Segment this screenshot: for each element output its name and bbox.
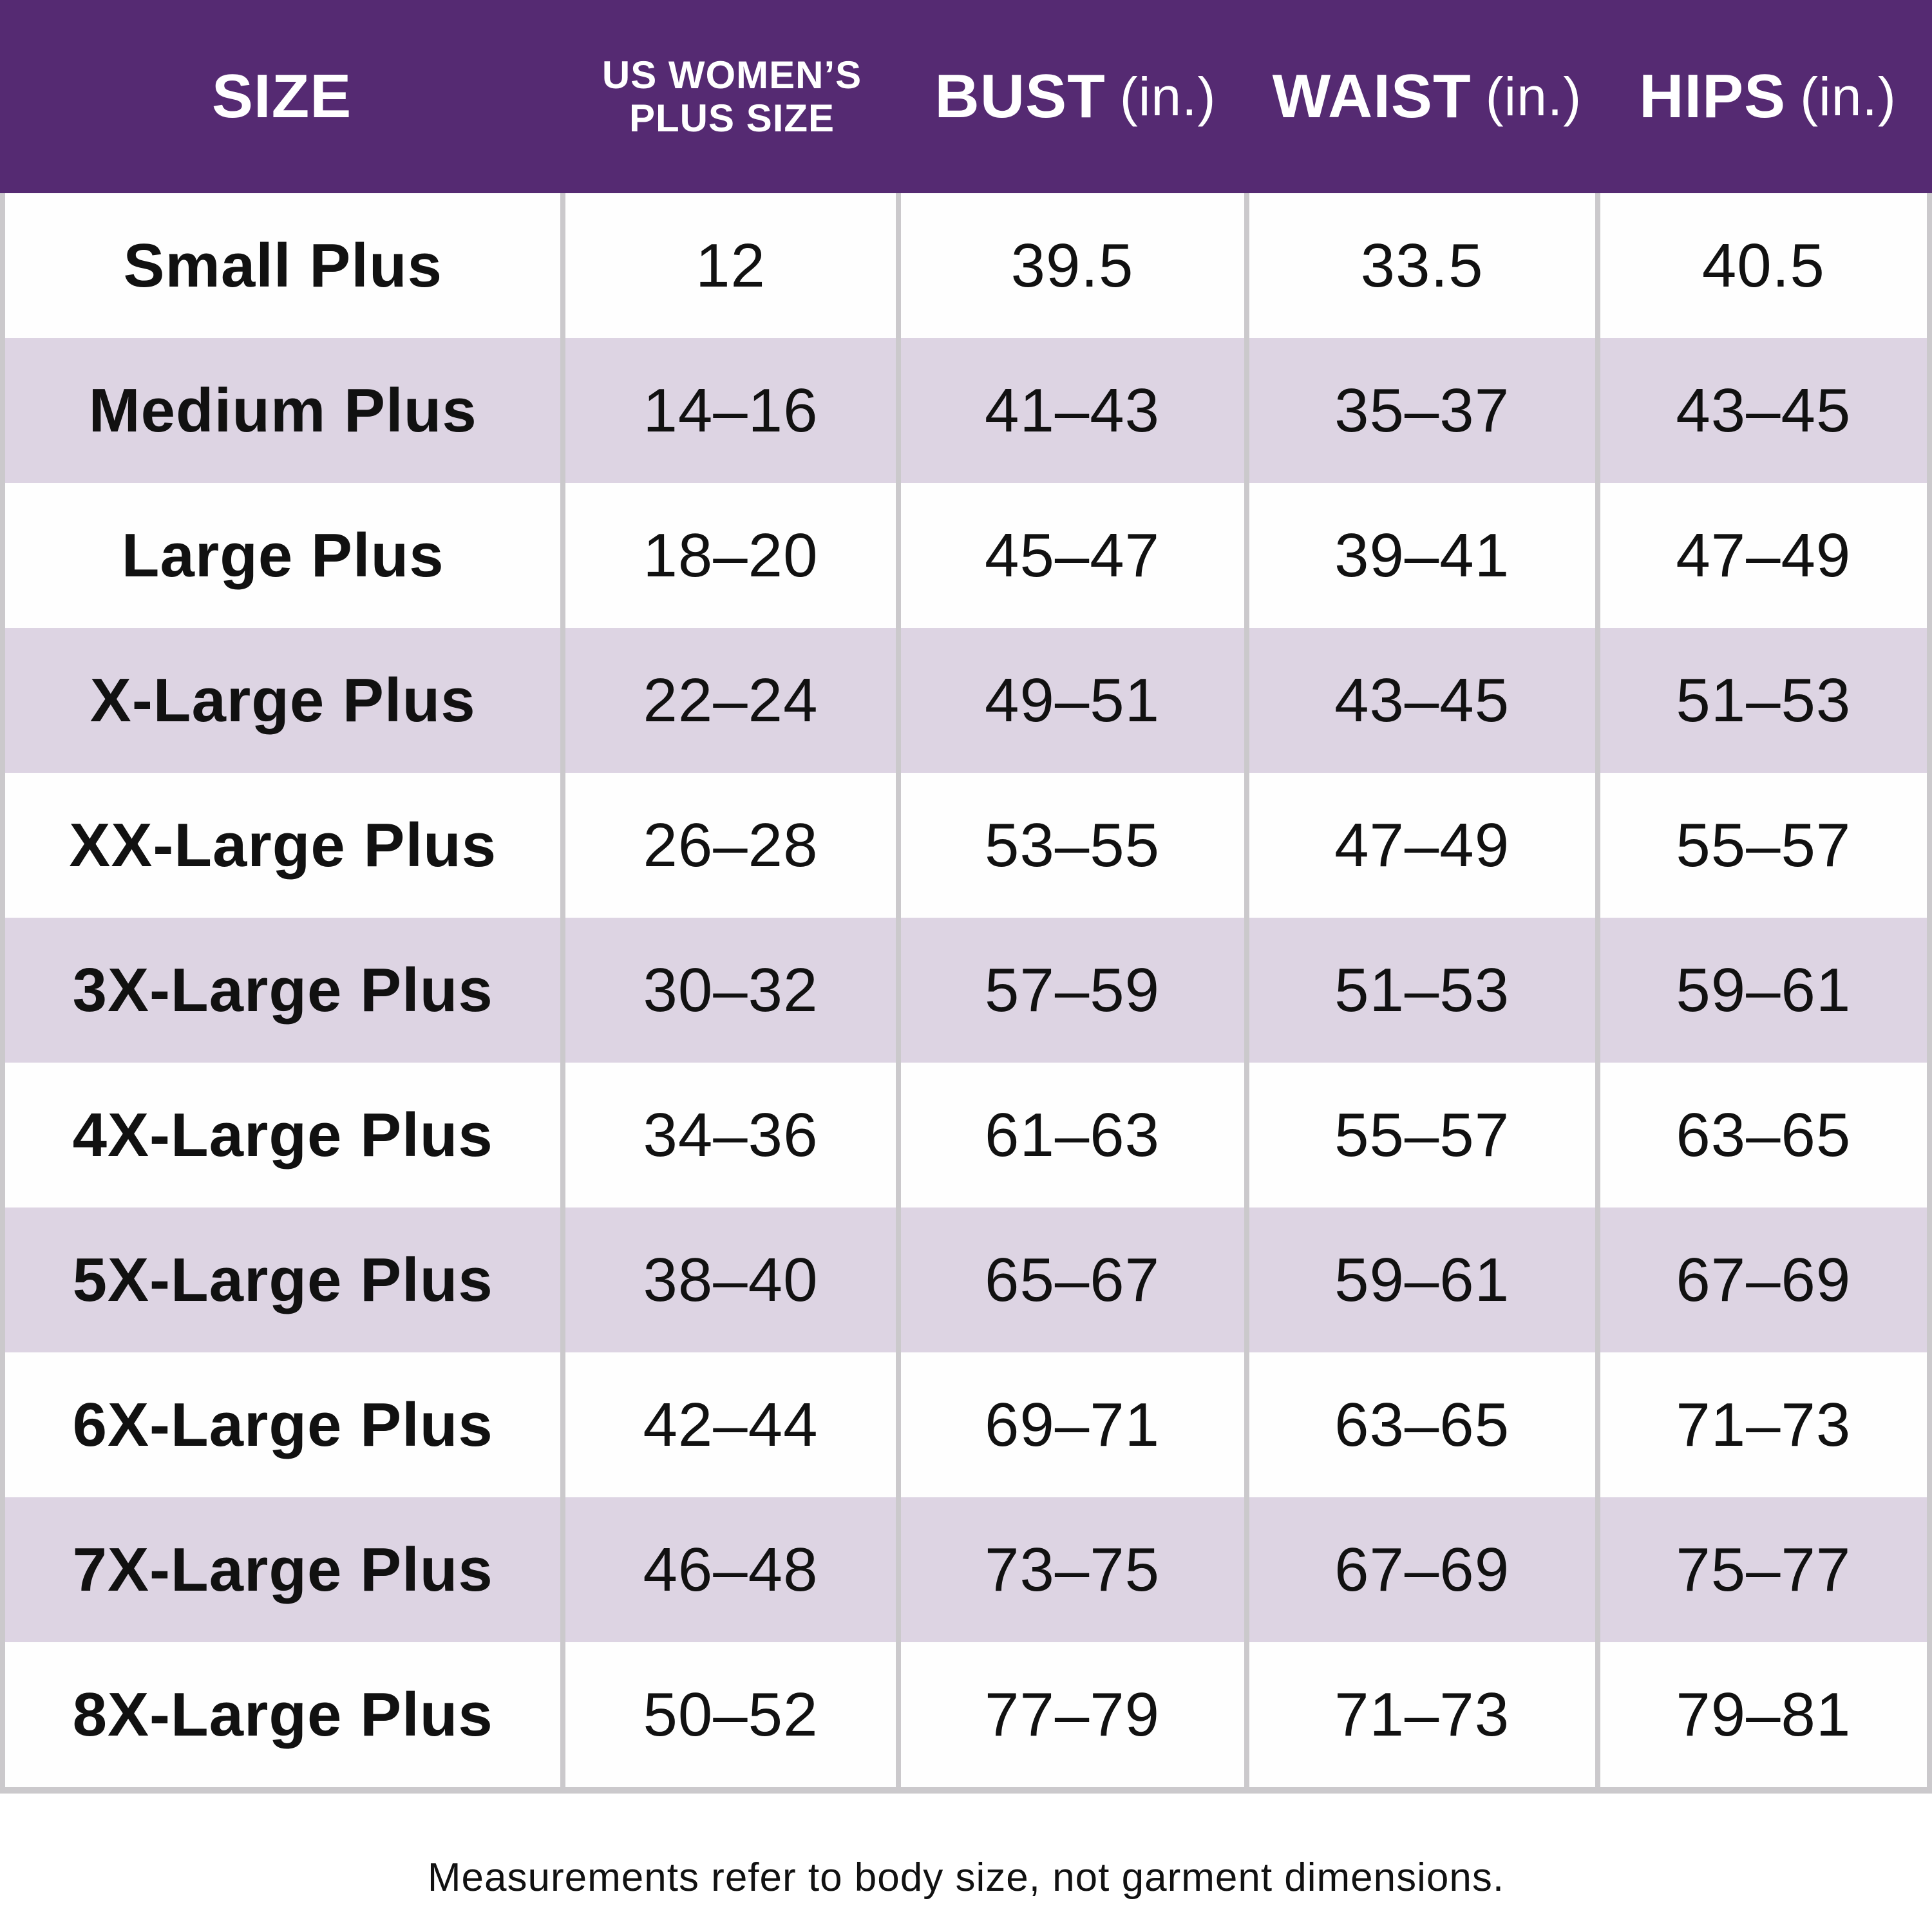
hips-cell: 40.5 [1701,231,1825,300]
header-hips-unit: (in.) [1800,66,1897,127]
size-cell: XX-Large Plus [5,773,566,918]
waist-cell: 63–65 [1249,1352,1600,1497]
table-row-5x-large-plus: 5X-Large Plus 38–40 65–67 59–61 67–69 [5,1208,1927,1352]
waist-cell: 59–61 [1249,1208,1600,1352]
header-size: SIZE [0,0,564,193]
size-cell: 3X-Large Plus [5,918,566,1063]
us-plus-size-cell: 26–28 [565,773,901,918]
us-plus-size-cell: 34–36 [565,1063,901,1208]
us-plus-size-cell: 38–40 [565,1208,901,1352]
waist-cell: 39–41 [1249,483,1600,628]
table-row-small-plus: Small Plus 12 39.5 33.5 40.5 [5,193,1927,338]
header-bust-label: BUST [934,61,1106,131]
hips-cell: 59–61 [1676,955,1852,1025]
us-plus-size-cell: 46–48 [565,1497,901,1642]
hips-cell: 79–81 [1676,1680,1852,1749]
hips-cell: 55–57 [1676,810,1852,880]
size-cell: 8X-Large Plus [5,1642,566,1787]
bust-cell: 65–67 [901,1208,1249,1352]
table-row-6x-large-plus: 6X-Large Plus 42–44 69–71 63–65 71–73 [5,1352,1927,1497]
header-us-plus-line1: US WOMEN’S [601,53,862,97]
hips-cell: 71–73 [1676,1390,1852,1459]
waist-cell: 35–37 [1249,338,1600,483]
header-hips-label: HIPS [1639,61,1786,131]
hips-cell: 47–49 [1676,520,1852,590]
hips-cell: 67–69 [1676,1245,1852,1314]
header-us-plus-line2: PLUS SIZE [629,97,835,140]
bust-cell: 73–75 [901,1497,1249,1642]
waist-cell: 43–45 [1249,628,1600,773]
size-cell: 7X-Large Plus [5,1497,566,1642]
bust-cell: 69–71 [901,1352,1249,1497]
us-plus-size-cell: 42–44 [565,1352,901,1497]
measurement-disclaimer: Measurements refer to body size, not gar… [427,1855,1505,1900]
table-row-large-plus: Large Plus 18–20 45–47 39–41 47–49 [5,483,1927,628]
size-cell: 4X-Large Plus [5,1063,566,1208]
size-cell: Small Plus [5,193,566,338]
header-us-plus-size: US WOMEN’S PLUS SIZE [564,0,900,193]
hips-cell: 43–45 [1676,375,1852,445]
waist-cell: 33.5 [1249,193,1600,338]
us-plus-size-cell: 50–52 [565,1642,901,1787]
table-row-8x-large-plus: 8X-Large Plus 50–52 77–79 71–73 79–81 [5,1642,1927,1787]
bust-cell: 57–59 [901,918,1249,1063]
table-row-4x-large-plus: 4X-Large Plus 34–36 61–63 55–57 63–65 [5,1063,1927,1208]
size-cell: 5X-Large Plus [5,1208,566,1352]
hips-cell: 75–77 [1676,1535,1852,1604]
header-size-label: SIZE [211,61,352,131]
bust-cell: 77–79 [901,1642,1249,1787]
header-bust-unit: (in.) [1119,66,1217,127]
bust-cell: 41–43 [901,338,1249,483]
bust-cell: 39.5 [901,193,1249,338]
size-cell: X-Large Plus [5,628,566,773]
us-plus-size-cell: 12 [565,193,901,338]
header-waist-unit: (in.) [1485,66,1582,127]
waist-cell: 55–57 [1249,1063,1600,1208]
table-body: Small Plus 12 39.5 33.5 40.5 Medium Plus… [0,193,1932,1794]
waist-cell: 51–53 [1249,918,1600,1063]
hips-cell: 51–53 [1676,665,1852,735]
us-plus-size-cell: 22–24 [565,628,901,773]
waist-cell: 47–49 [1249,773,1600,918]
hips-cell: 63–65 [1676,1100,1852,1170]
table-row-7x-large-plus: 7X-Large Plus 46–48 73–75 67–69 75–77 [5,1497,1927,1642]
waist-cell: 67–69 [1249,1497,1600,1642]
table-row-3x-large-plus: 3X-Large Plus 30–32 57–59 51–53 59–61 [5,918,1927,1063]
bust-cell: 45–47 [901,483,1249,628]
bust-cell: 49–51 [901,628,1249,773]
header-waist-label: WAIST [1272,61,1472,131]
us-plus-size-cell: 18–20 [565,483,901,628]
table-row-medium-plus: Medium Plus 14–16 41–43 35–37 43–45 [5,338,1927,483]
header-bust: BUST (in.) [900,0,1251,193]
bust-cell: 53–55 [901,773,1249,918]
size-cell: 6X-Large Plus [5,1352,566,1497]
table-row-x-large-plus: X-Large Plus 22–24 49–51 43–45 51–53 [5,628,1927,773]
header-waist: WAIST (in.) [1251,0,1604,193]
size-cell: Large Plus [5,483,566,628]
bust-cell: 61–63 [901,1063,1249,1208]
header-hips: HIPS (in.) [1604,0,1932,193]
size-cell: Medium Plus [5,338,566,483]
table-header-row: SIZE US WOMEN’S PLUS SIZE BUST (in.) WAI… [0,0,1932,193]
us-plus-size-cell: 30–32 [565,918,901,1063]
us-plus-size-cell: 14–16 [565,338,901,483]
waist-cell: 71–73 [1249,1642,1600,1787]
table-row-xx-large-plus: XX-Large Plus 26–28 53–55 47–49 55–57 [5,773,1927,918]
